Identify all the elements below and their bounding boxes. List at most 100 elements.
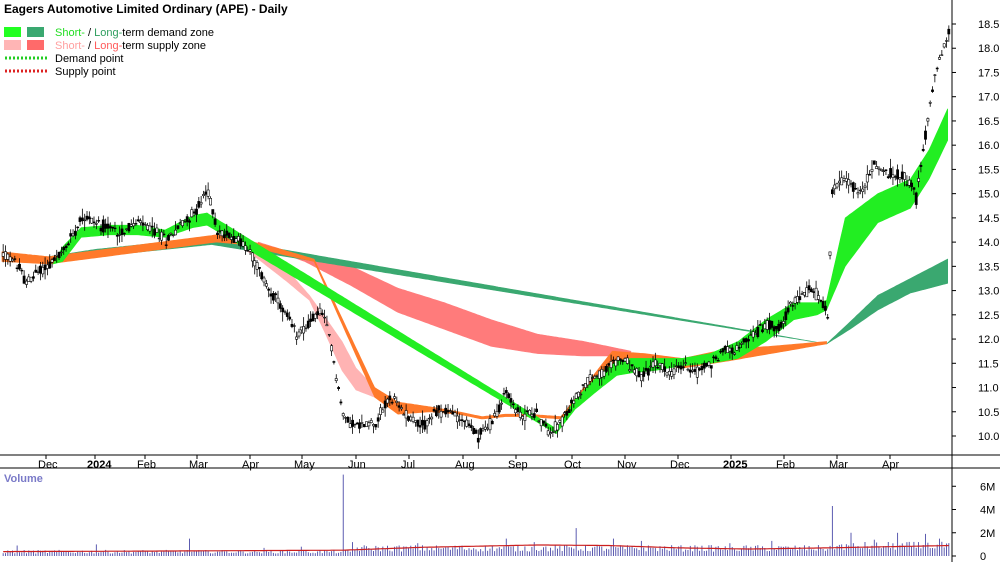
candle-body (446, 410, 450, 413)
candle-body (397, 405, 401, 408)
time-tick-label: Feb (137, 459, 156, 471)
candle (367, 420, 371, 430)
candle-body (31, 276, 35, 279)
candle-body (940, 54, 944, 56)
candle-body (239, 238, 243, 247)
candle-body (611, 359, 615, 362)
candle (656, 360, 660, 369)
legend-label-part: / (85, 27, 94, 39)
price-tick-label: 14.0 (978, 237, 999, 249)
time-tick-label: Apr (242, 459, 259, 471)
candle (779, 319, 783, 330)
candle-body (504, 390, 508, 394)
candle-body (281, 307, 285, 313)
candle (919, 161, 923, 173)
candle-body (118, 234, 122, 236)
candle-body (318, 307, 322, 315)
candle-body (288, 316, 292, 320)
candle-body (441, 411, 445, 413)
candle-body (749, 334, 753, 336)
candle-body (730, 347, 734, 354)
candle-body (597, 370, 601, 379)
candle-body (195, 208, 198, 215)
candle-body (407, 416, 410, 421)
candle (122, 232, 126, 237)
price-tick-label: 15.0 (978, 189, 999, 201)
candle-body (295, 336, 299, 340)
legend-label-part: Long- (94, 40, 122, 52)
candle (460, 414, 464, 427)
candle-body (642, 371, 646, 377)
candle (195, 204, 198, 223)
candle (758, 320, 762, 326)
candle (383, 396, 387, 417)
candle-body (889, 168, 893, 178)
candle-body (863, 185, 867, 188)
candle-body (469, 425, 473, 428)
candle-body (844, 178, 848, 182)
candle-body (919, 165, 923, 167)
candle (304, 324, 308, 332)
legend-label: Supply point (55, 66, 116, 78)
candle-body (253, 260, 257, 267)
candle-body (467, 423, 471, 427)
candle-body (164, 244, 168, 246)
candle (199, 196, 203, 208)
candle-body (924, 130, 927, 140)
candle (935, 66, 939, 72)
candle (551, 426, 555, 437)
legend-swatch-long (27, 27, 44, 37)
candle (830, 187, 834, 198)
candle-body (143, 223, 147, 226)
candle (353, 423, 357, 428)
candle-body (425, 420, 429, 427)
candle-body (532, 413, 536, 418)
candle-body (146, 225, 150, 230)
legend-swatch-short (4, 27, 21, 37)
candle-body (304, 327, 308, 330)
candle (64, 244, 68, 252)
candle-body (420, 419, 424, 426)
candle-body (691, 369, 695, 372)
time-tick-label: May (294, 459, 315, 471)
candle-body (4, 251, 7, 260)
candle (549, 427, 552, 439)
candle-body (758, 324, 762, 326)
candle-body (875, 166, 879, 170)
candle (332, 360, 336, 365)
candle (816, 290, 820, 304)
candle-body (772, 326, 776, 332)
candle-body (437, 405, 441, 411)
candle-body (444, 407, 448, 415)
candle-body (560, 416, 564, 427)
candle-body (104, 223, 108, 229)
legend-label-part: Demand point (55, 53, 124, 65)
candle (206, 182, 210, 200)
candle-body (621, 359, 625, 363)
candle-body (344, 417, 348, 419)
candle-body (455, 415, 459, 423)
candle-body (595, 375, 599, 377)
volume-layer (2, 474, 950, 556)
candle (169, 232, 173, 237)
candle-body (726, 346, 730, 354)
candle (653, 352, 657, 374)
candle-body (903, 172, 907, 180)
candle (896, 164, 900, 187)
candle (274, 291, 278, 302)
candle (381, 406, 385, 413)
candle-body (255, 262, 259, 270)
candle-body (67, 243, 70, 246)
candle (176, 225, 180, 230)
candle-body (237, 236, 240, 242)
candle-body (651, 361, 655, 368)
candle (495, 403, 499, 419)
candle (213, 212, 217, 227)
candle (714, 354, 718, 361)
candle-body (330, 345, 334, 352)
candle (809, 287, 813, 293)
candle-body (896, 169, 900, 180)
candle-body (283, 311, 287, 313)
candle-body (341, 413, 345, 417)
candle-body (125, 228, 129, 230)
